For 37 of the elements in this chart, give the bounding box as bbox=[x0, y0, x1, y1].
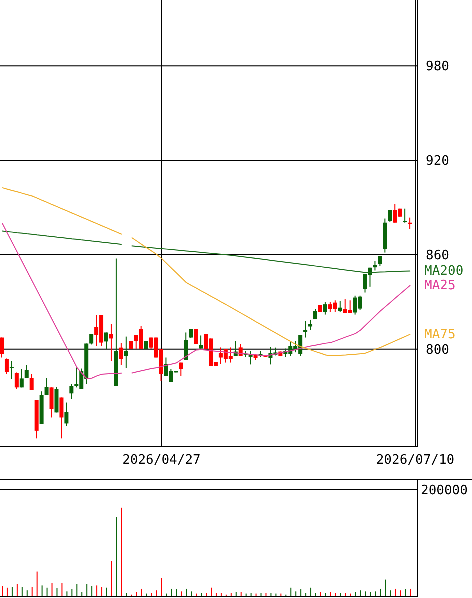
candlestick bbox=[388, 210, 392, 222]
candlestick bbox=[0, 337, 4, 358]
candlestick bbox=[60, 397, 64, 440]
candlestick bbox=[24, 364, 29, 379]
y-tick-label: 980 bbox=[426, 60, 450, 75]
candlestick bbox=[308, 319, 313, 331]
candlestick bbox=[4, 358, 9, 375]
series-label: MA200 bbox=[424, 264, 464, 280]
candlestick bbox=[109, 324, 114, 362]
candlestick bbox=[373, 260, 378, 272]
x-tick-label: 2026/07/10 bbox=[376, 453, 455, 468]
candlestick bbox=[50, 387, 54, 418]
y-tick-label: 800 bbox=[426, 343, 450, 358]
text: 200000 bbox=[421, 483, 468, 498]
candlestick bbox=[70, 384, 74, 400]
candlestick bbox=[338, 300, 342, 313]
candlestick bbox=[104, 332, 108, 350]
candlestick bbox=[30, 374, 34, 391]
y-tick-label: 860 bbox=[426, 248, 450, 264]
candlestick bbox=[119, 342, 124, 366]
candlestick bbox=[199, 335, 204, 350]
candlestick bbox=[323, 302, 328, 316]
candlestick bbox=[184, 332, 188, 361]
candlestick bbox=[20, 368, 24, 388]
candlestick bbox=[403, 208, 408, 224]
candlestick bbox=[378, 256, 382, 266]
x-tick-label: 2026/04/27 bbox=[122, 453, 201, 468]
candlestick bbox=[14, 372, 19, 390]
series-label: MA25 bbox=[424, 278, 456, 294]
candlestick bbox=[124, 336, 128, 369]
candlestick bbox=[64, 402, 69, 427]
series-label: MA75 bbox=[424, 327, 456, 342]
candlestick bbox=[54, 386, 59, 414]
candlestick bbox=[179, 362, 184, 377]
candlestick bbox=[194, 328, 198, 345]
candlestick bbox=[44, 378, 49, 396]
y-tick-label: 920 bbox=[426, 154, 450, 170]
